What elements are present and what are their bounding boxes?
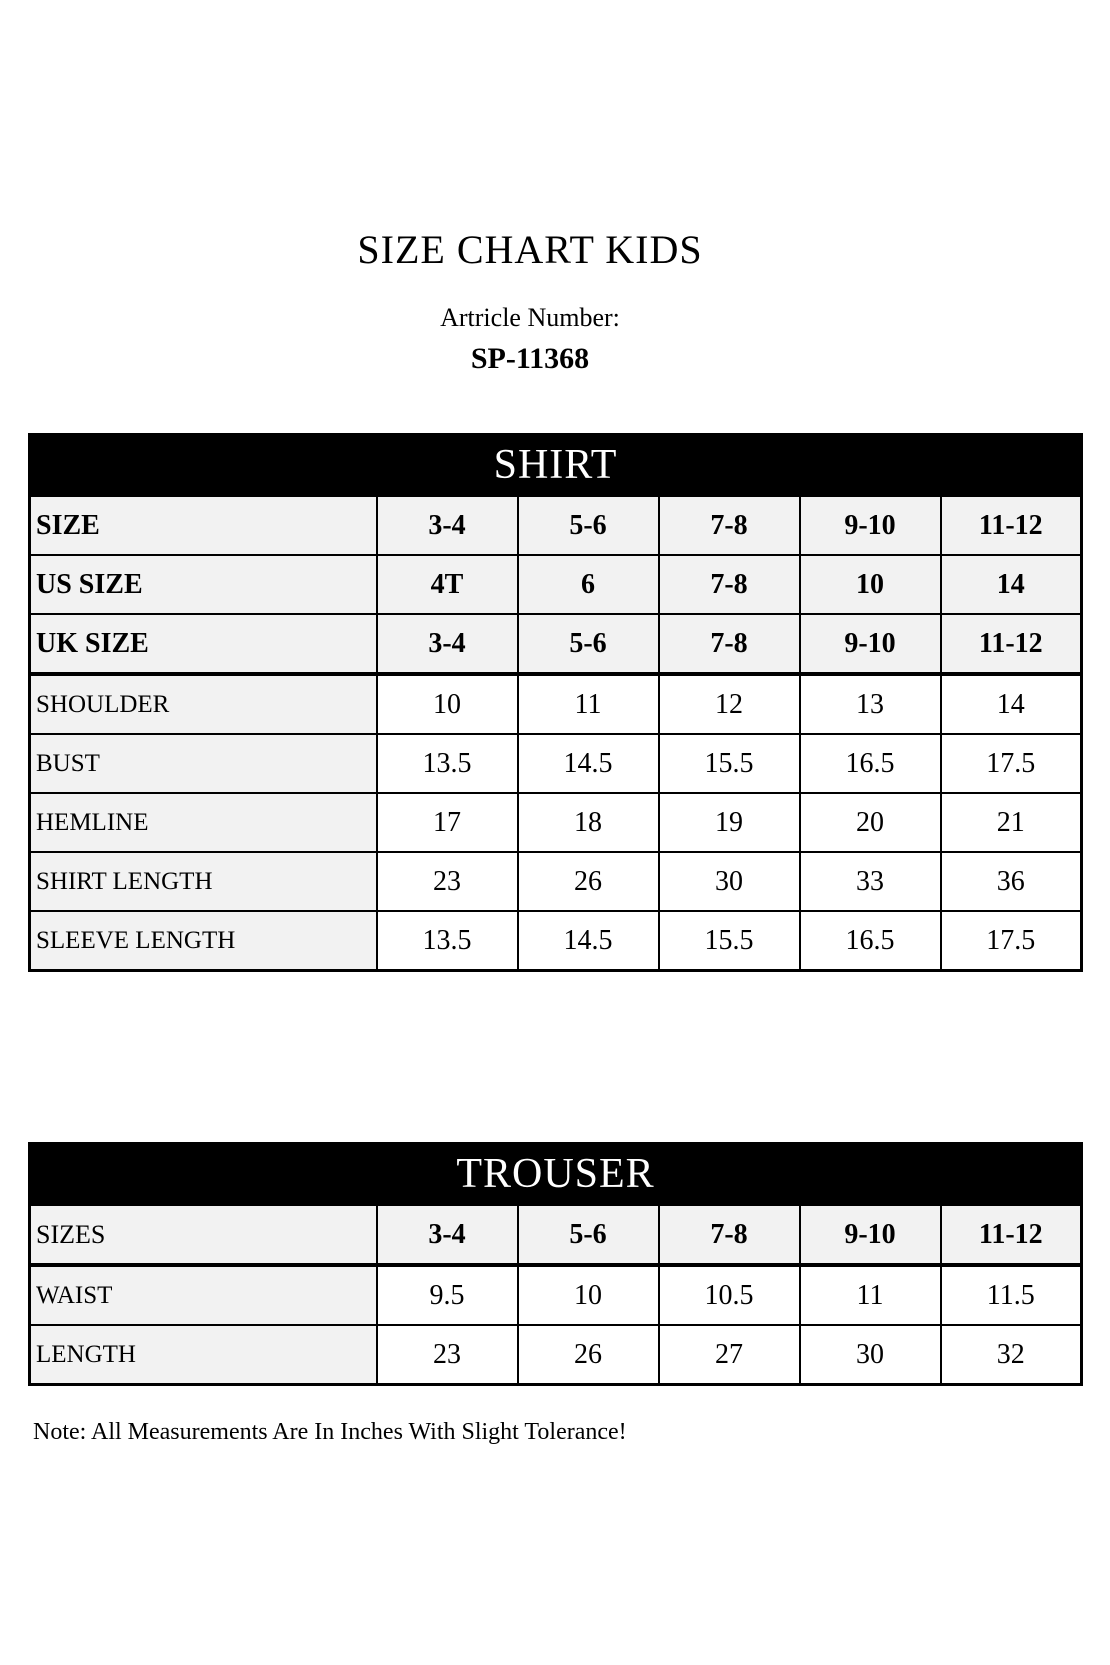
value-cell: 20 [798,792,942,854]
row-label: BUST [28,733,378,795]
value-cell: 5-6 [516,494,660,557]
value-cell: 17 [375,792,519,854]
table-row: US SIZE 4T 6 7-8 10 14 [28,554,1083,616]
value-cell: 10 [516,1264,660,1327]
value-cell: 14 [939,554,1083,616]
article-number-value: SP-11368 [470,342,590,376]
value-cell: 17.5 [939,733,1083,795]
table-header-row: TROUSER [27,1142,1084,1207]
trouser-table-title: TROUSER [27,1142,1084,1207]
value-cell: 19 [657,792,801,854]
measurement-note: Note: All Measurements Are In Inches Wit… [33,1419,627,1446]
row-label: UK SIZE [28,613,378,677]
value-cell: 16.5 [798,910,942,972]
value-cell: 33 [798,851,942,913]
trouser-size-table: TROUSER SIZES 3-4 5-6 7-8 9-10 11-12 WAIST 9.5 1… [27,1142,1084,1387]
value-cell: 10 [375,673,519,736]
shirt-table-title: SHIRT [27,433,1084,498]
value-cell: 9.5 [375,1264,519,1327]
value-cell: 23 [375,1324,519,1386]
value-cell: 3-4 [375,494,519,557]
row-label: SIZE [28,494,378,557]
value-cell: 27 [657,1324,801,1386]
value-cell: 5-6 [516,613,660,677]
row-label: US SIZE [28,554,378,616]
value-cell: 13.5 [375,733,519,795]
value-cell: 3-4 [375,1203,519,1268]
header-block: SIZE CHART KIDS Artricle Number: SP-1136… [0,0,1060,377]
value-cell: 7-8 [657,613,801,677]
value-cell: 10 [798,554,942,616]
value-cell: 36 [939,851,1083,913]
value-cell: 30 [657,851,801,913]
row-label: SIZES [28,1203,378,1268]
value-cell: 9-10 [798,613,942,677]
table-row: SHOULDER 10 11 12 13 14 [28,673,1083,736]
row-label: LENGTH [28,1324,378,1386]
value-cell: 11 [798,1264,942,1327]
value-cell: 13.5 [375,910,519,972]
row-label: SHIRT LENGTH [28,851,378,913]
value-cell: 3-4 [375,613,519,677]
value-cell: 32 [939,1324,1083,1386]
table-row: BUST 13.5 14.5 15.5 16.5 17.5 [28,733,1083,795]
table-row: SIZES 3-4 5-6 7-8 9-10 11-12 [28,1203,1083,1268]
value-cell: 14.5 [516,910,660,972]
row-label: SLEEVE LENGTH [28,910,378,972]
value-cell: 9-10 [798,494,942,557]
table-row: UK SIZE 3-4 5-6 7-8 9-10 11-12 [28,613,1083,677]
value-cell: 9-10 [798,1203,942,1268]
value-cell: 11-12 [939,494,1083,557]
value-cell: 11 [516,673,660,736]
value-cell: 17.5 [939,910,1083,972]
value-cell: 12 [657,673,801,736]
row-label: HEMLINE [28,792,378,854]
value-cell: 18 [516,792,660,854]
value-cell: 15.5 [657,733,801,795]
table-row: HEMLINE 17 18 19 20 21 [28,792,1083,854]
page-title: SIZE CHART KIDS [357,227,703,272]
table-row: WAIST 9.5 10 10.5 11 11.5 [28,1264,1083,1327]
shirt-size-table: SHIRT SIZE 3-4 5-6 7-8 9-10 11-12 US SIZE 4T 6 7-… [27,433,1084,973]
value-cell: 26 [516,851,660,913]
value-cell: 11.5 [939,1264,1083,1327]
value-cell: 14.5 [516,733,660,795]
article-number-label: Artricle Number: [440,303,620,332]
value-cell: 6 [516,554,660,616]
value-cell: 15.5 [657,910,801,972]
value-cell: 5-6 [516,1203,660,1268]
table-row: SIZE 3-4 5-6 7-8 9-10 11-12 [28,494,1083,557]
value-cell: 7-8 [657,554,801,616]
table-row: LENGTH 23 26 27 30 32 [28,1324,1083,1386]
table-row: SHIRT LENGTH 23 26 30 33 36 [28,851,1083,913]
row-label: WAIST [28,1264,378,1327]
value-cell: 7-8 [657,494,801,557]
value-cell: 11-12 [939,613,1083,677]
value-cell: 7-8 [657,1203,801,1268]
value-cell: 16.5 [798,733,942,795]
row-label: SHOULDER [28,673,378,736]
value-cell: 26 [516,1324,660,1386]
value-cell: 10.5 [657,1264,801,1327]
value-cell: 30 [798,1324,942,1386]
table-header-row: SHIRT [27,433,1084,498]
value-cell: 14 [939,673,1083,736]
value-cell: 13 [798,673,942,736]
value-cell: 23 [375,851,519,913]
value-cell: 11-12 [939,1203,1083,1268]
value-cell: 21 [939,792,1083,854]
table-row: SLEEVE LENGTH 13.5 14.5 15.5 16.5 17.5 [28,910,1083,972]
value-cell: 4T [375,554,519,616]
